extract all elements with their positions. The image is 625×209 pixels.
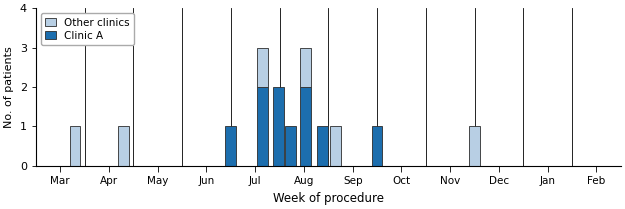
Bar bbox=[257, 87, 268, 166]
X-axis label: Week of procedure: Week of procedure bbox=[273, 192, 384, 205]
Bar bbox=[300, 87, 311, 166]
Legend: Other clinics, Clinic A: Other clinics, Clinic A bbox=[41, 13, 134, 45]
Y-axis label: No. of patients: No. of patients bbox=[4, 46, 14, 128]
Bar bbox=[317, 126, 328, 166]
Bar bbox=[285, 126, 296, 166]
Bar bbox=[300, 48, 311, 87]
Bar bbox=[69, 126, 80, 166]
Bar bbox=[257, 48, 268, 87]
Bar bbox=[272, 87, 284, 166]
Bar bbox=[118, 126, 129, 166]
Bar bbox=[330, 126, 341, 166]
Bar bbox=[469, 126, 480, 166]
Bar bbox=[226, 126, 236, 166]
Bar bbox=[372, 126, 382, 166]
